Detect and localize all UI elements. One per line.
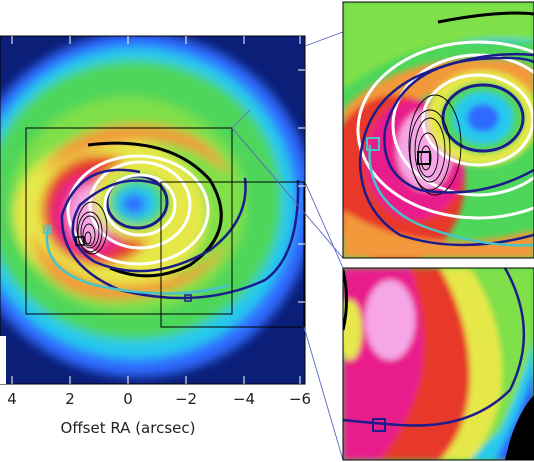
x-ticks	[11, 36, 305, 384]
zoom-panel-top-frame	[342, 1, 534, 259]
x-tick-label: −4	[233, 390, 255, 408]
zoom-panel-bottom-right	[343, 268, 534, 460]
zoom-panel-bottom-frame	[342, 267, 534, 461]
x-axis-title: Offset RA (arcsec)	[61, 419, 196, 437]
black-contours	[76, 201, 108, 255]
blue-spiral-inner	[71, 177, 247, 273]
x-axis: 4 2 0 −2 −4 −6 Offset RA (arcsec)	[7, 390, 311, 437]
x-tick-label: −2	[175, 390, 197, 408]
zoom-panel-top-right	[343, 2, 534, 258]
blue-square-marker	[184, 294, 192, 302]
zoom-box-large	[25, 127, 233, 315]
white-ellipses	[66, 154, 210, 266]
cyan-spiral	[45, 227, 231, 295]
main-map	[0, 36, 305, 384]
x-tick-label: 2	[65, 390, 75, 408]
zoom-box-small	[160, 181, 305, 328]
panel-connectors	[231, 31, 344, 461]
black-square-marker	[75, 236, 85, 246]
black-spiral-arm	[87, 141, 223, 278]
x-tick-label: −6	[289, 390, 311, 408]
cyan-square-marker	[43, 225, 52, 234]
x-tick-label: 0	[123, 390, 133, 408]
x-tick-label: 4	[7, 390, 17, 408]
main-map-frame	[0, 35, 306, 385]
